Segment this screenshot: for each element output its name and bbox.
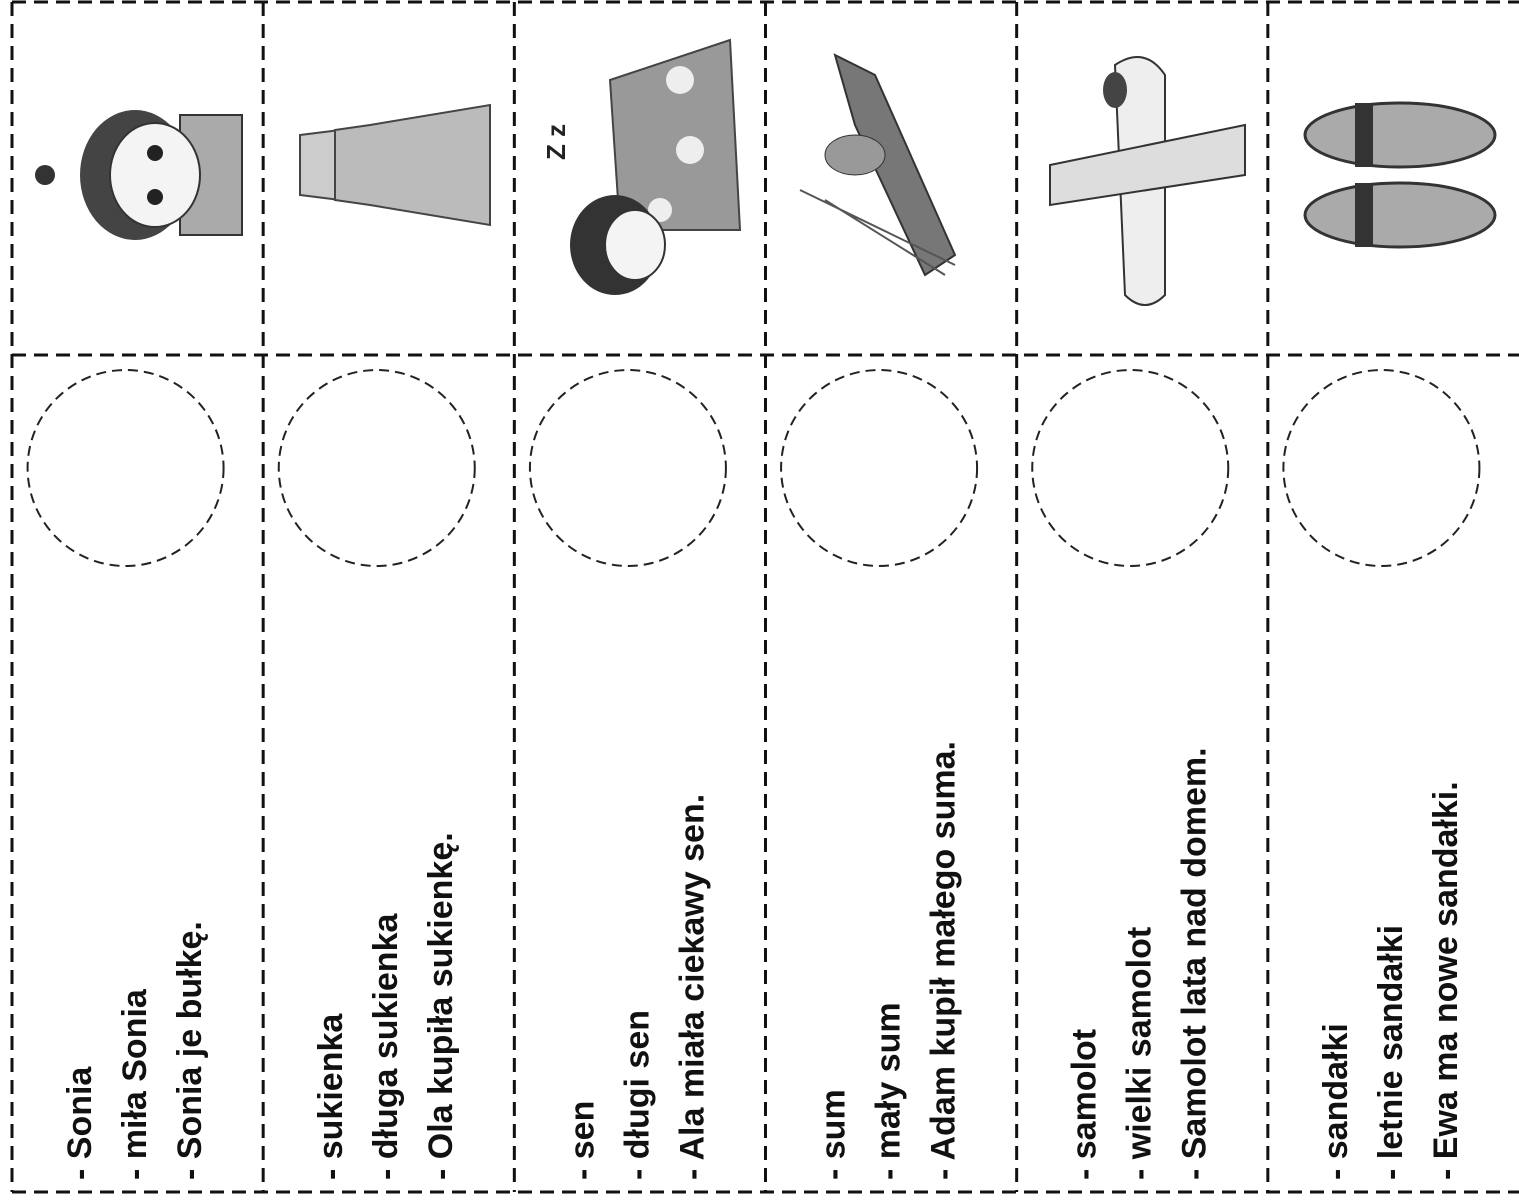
strip-line: - sukienka xyxy=(312,1013,350,1180)
strip-texts: - Sonia - miła Sonia - Sonia je bułkę. - su… xyxy=(61,741,1465,1180)
illustration-plane xyxy=(1049,56,1246,306)
strip-line: - wielki samolot xyxy=(1121,927,1159,1180)
answer-circle xyxy=(528,369,727,567)
strip-line: - Sonia xyxy=(61,1066,99,1180)
answer-circle xyxy=(780,369,979,567)
cut-lines xyxy=(10,0,1519,1194)
strip-line: - mały sum xyxy=(869,1002,907,1180)
strip-line: - Adam kupił małego suma. xyxy=(924,741,962,1180)
strip-line: - Ewa ma nowe sandałki. xyxy=(1427,781,1465,1180)
svg-text:Z z: Z z xyxy=(541,124,571,160)
answer-circle xyxy=(1282,369,1481,567)
strip-line: - Samolot lata nad domem. xyxy=(1176,747,1214,1180)
illustration-sandals xyxy=(1303,101,1497,249)
illustration-sleep: Z z xyxy=(541,38,742,295)
strip-line: - Ola kupiła sukienkę. xyxy=(422,832,460,1180)
strip-line: - Ala miała ciekawy sen. xyxy=(673,794,711,1180)
illustration-dress xyxy=(299,103,491,227)
strip-line: - długi sen xyxy=(618,1010,656,1180)
strip-line: - sandałki xyxy=(1317,1023,1355,1180)
strip-line: - samolot xyxy=(1066,1029,1104,1180)
answer-circle xyxy=(26,369,225,567)
strip-line: - Sonia je bułkę. xyxy=(171,921,209,1180)
answer-circle xyxy=(277,369,476,567)
strip-line: - długa sukienka xyxy=(367,913,405,1180)
strip-line: - sum xyxy=(814,1089,852,1180)
illustration-fish xyxy=(799,53,957,277)
strip-line: - miła Sonia xyxy=(116,988,154,1180)
strip-line: - letnie sandałki xyxy=(1372,925,1410,1180)
answer-circle xyxy=(1031,369,1230,567)
strip-line: - sen xyxy=(563,1101,601,1180)
illustration-girl xyxy=(35,110,243,240)
